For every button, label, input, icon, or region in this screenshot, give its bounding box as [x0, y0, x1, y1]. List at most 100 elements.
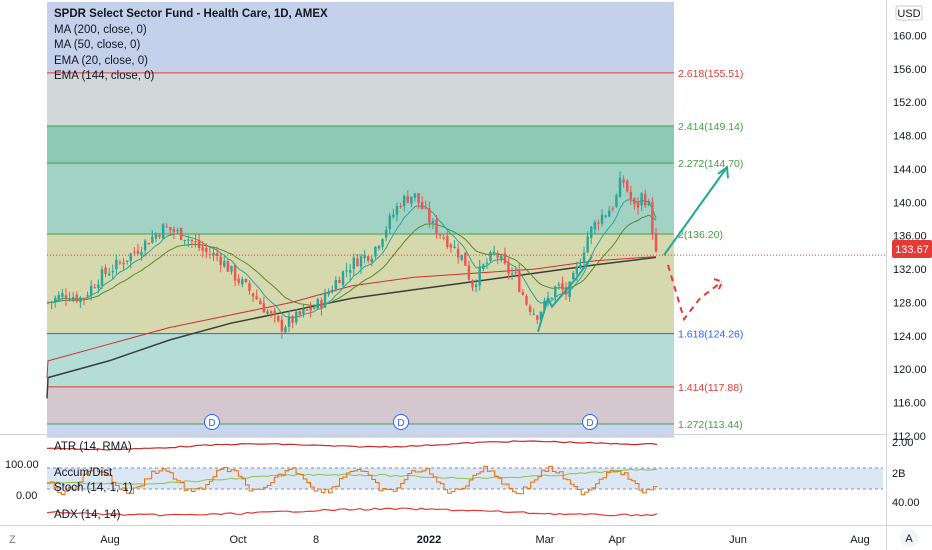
accum-label[interactable]: Accum/Dist — [54, 467, 113, 479]
candle-body — [413, 193, 417, 198]
price-tick: 160.00 — [893, 30, 927, 42]
candle-body — [374, 246, 377, 257]
candle-body — [420, 201, 424, 210]
candle-body — [172, 228, 176, 232]
price-tick: 112.00 — [893, 431, 926, 443]
candle-body — [640, 193, 643, 206]
candle-body — [251, 293, 255, 297]
candle-body — [298, 311, 302, 315]
candle-body — [428, 208, 431, 223]
symbol-title[interactable]: SPDR Select Sector Fund - Health Care, 1… — [54, 8, 328, 20]
candle-body — [554, 286, 557, 297]
candle-body — [377, 246, 381, 249]
price-tick: 124.00 — [893, 331, 927, 343]
candle-body — [57, 295, 60, 300]
atr-line — [46, 440, 658, 451]
candle-body — [568, 281, 571, 298]
legend-ema144[interactable]: EMA (144, close, 0) — [54, 70, 155, 82]
candle-body — [528, 306, 532, 312]
candle-body — [323, 292, 327, 308]
candle-body — [104, 267, 107, 274]
dividend-marker[interactable] — [393, 414, 409, 430]
candle-body — [215, 253, 219, 257]
dividend-marker[interactable] — [582, 414, 598, 430]
candle-body — [223, 261, 226, 267]
candle-body — [295, 311, 298, 323]
candle-body — [633, 198, 636, 205]
candle-body — [438, 233, 442, 236]
projection-down-arrow — [667, 264, 724, 322]
time-axis[interactable]: Aug Oct 8 2022 Mar Apr Jun Aug — [100, 534, 870, 546]
candle-body — [590, 226, 593, 238]
candle-body — [179, 227, 183, 240]
dividend-marker-label: D — [397, 418, 404, 429]
stoch-label[interactable]: Stoch (14, 1, 1) — [54, 482, 133, 494]
candle-body — [388, 215, 391, 229]
candle-body — [464, 252, 467, 266]
candle-body — [64, 295, 68, 299]
candle-body — [93, 287, 96, 289]
price-tick: 148.00 — [893, 131, 927, 143]
last-price-badge — [892, 240, 932, 258]
legend-ma200[interactable]: MA (200, close, 0) — [54, 23, 147, 36]
candle-body — [500, 255, 503, 261]
fib-lines — [47, 72, 674, 425]
timezone-button[interactable]: Z — [9, 534, 16, 546]
atr-label[interactable]: ATR (14, RMA) — [54, 441, 132, 453]
candles — [46, 171, 658, 339]
candle-body — [618, 177, 622, 198]
candle-body — [233, 265, 237, 281]
candle-body — [453, 246, 456, 248]
legend-ma50[interactable]: MA (50, close, 0) — [54, 39, 141, 51]
candle-body — [291, 316, 294, 323]
candle-body — [147, 242, 150, 245]
candle-body — [363, 254, 366, 259]
adx-label[interactable]: ADX (14, 14) — [54, 509, 121, 521]
candle-body — [611, 208, 615, 210]
time-tick: Aug — [850, 534, 870, 546]
candle-body — [255, 296, 258, 300]
candle-body — [539, 311, 543, 320]
candle-body — [449, 244, 453, 248]
candle-body — [237, 278, 240, 283]
candle-body — [140, 252, 143, 256]
candle-body — [86, 295, 89, 297]
candle-body — [71, 297, 75, 301]
candle-body — [338, 280, 341, 284]
candle-body — [647, 200, 651, 206]
candle-body — [219, 256, 222, 265]
candle-body — [474, 284, 478, 288]
currency-badge[interactable] — [895, 5, 923, 21]
candle-body — [309, 307, 312, 311]
candle-body — [68, 298, 71, 301]
price-tick: 128.00 — [893, 297, 927, 309]
candle-body — [366, 256, 370, 261]
candle-body — [165, 226, 168, 228]
candle-body — [197, 240, 201, 249]
stoch-low-value: 0.00 — [16, 490, 37, 502]
candle-body — [435, 219, 438, 235]
dividend-marker[interactable] — [204, 414, 220, 430]
candle-body — [259, 300, 262, 305]
candle-body — [61, 293, 64, 297]
candle-body — [316, 299, 320, 309]
legend-ema20[interactable]: EMA (20, close, 0) — [54, 54, 148, 67]
candle-body — [503, 253, 507, 264]
candle-body — [269, 311, 273, 314]
candle-body — [187, 239, 190, 241]
candle-body — [46, 302, 50, 304]
candle-body — [424, 207, 427, 209]
candle-body — [543, 300, 546, 310]
candle-body — [478, 266, 481, 286]
auto-scale-button[interactable] — [900, 529, 918, 547]
price-tick: 140.00 — [893, 197, 927, 209]
candle-body — [327, 292, 330, 295]
candle-body — [392, 214, 395, 217]
candle-body — [446, 236, 449, 248]
candle-body — [579, 264, 582, 269]
price-axis[interactable]: 160.00 156.00 152.00 148.00 144.00 140.00 136.… — [893, 30, 927, 443]
candle-body — [442, 237, 445, 239]
candle-body — [241, 279, 244, 285]
